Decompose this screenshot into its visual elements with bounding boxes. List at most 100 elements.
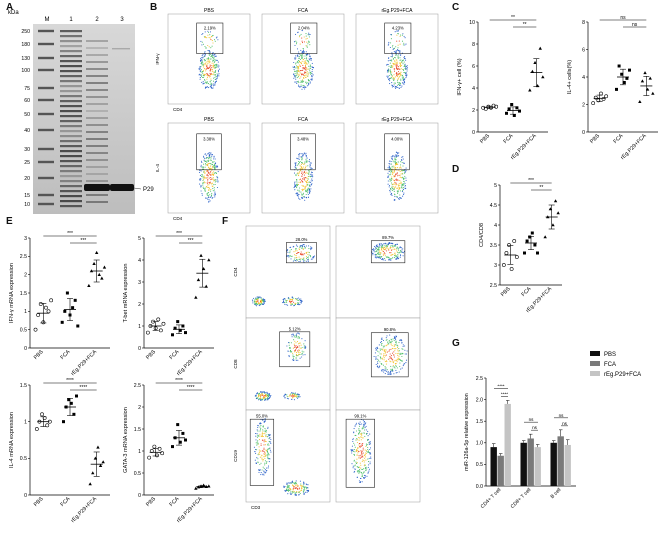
flow-event-dot [299, 182, 301, 184]
flow-event-dot [369, 463, 371, 465]
flow-event-dot [298, 345, 300, 347]
flow-event-dot [268, 448, 270, 450]
flow-event-dot [362, 437, 364, 439]
flow-event-dot [262, 435, 264, 438]
flow-event-dot [396, 154, 398, 156]
flow-event-dot [295, 494, 297, 496]
flow-event-dot [381, 369, 383, 371]
flow-event-dot [367, 450, 370, 452]
flow-event-dot [296, 303, 299, 306]
flow-event-dot [301, 81, 303, 83]
flow-event-dot [390, 370, 392, 372]
flow-event-dot [254, 451, 256, 453]
flow-event-dot [290, 342, 292, 344]
flow-event-dot [390, 59, 392, 61]
flow-event-dot [309, 255, 312, 257]
flow-event-dot [399, 190, 401, 192]
flow-event-dot [300, 80, 302, 82]
data-point [601, 97, 606, 101]
flow-event-dot [287, 493, 289, 495]
flow-event-dot [351, 445, 353, 447]
flow-event-dot [300, 347, 302, 350]
flow-event-dot [257, 393, 259, 395]
flow-event-dot [300, 57, 303, 59]
flow-event-dot [353, 450, 355, 453]
flow-event-dot [401, 185, 403, 187]
flow-event-dot [303, 84, 305, 87]
flow-event-dot [213, 54, 215, 56]
flow-event-dot [210, 157, 212, 159]
flow-event-dot [259, 435, 261, 437]
flow-event-dot [295, 258, 298, 260]
flow-event-dot [257, 440, 259, 442]
flow-event-dot [295, 167, 297, 169]
flow-event-dot [400, 339, 403, 341]
flow-event-dot [262, 429, 264, 431]
y-tick-label: 1.5 [134, 427, 141, 433]
flow-event-dot [353, 471, 355, 473]
flow-event-dot [284, 301, 286, 303]
flow-event-dot [389, 59, 391, 61]
lane1-band [60, 185, 82, 188]
flow-event-dot [209, 73, 211, 75]
flow-event-dot [309, 189, 311, 191]
flow-event-dot [289, 246, 291, 249]
lane1-band [60, 165, 82, 168]
flow-event-dot [298, 336, 300, 338]
flow-event-dot [404, 63, 406, 65]
flow-event-dot [295, 342, 297, 344]
flow-event-dot [382, 250, 384, 252]
flow-event-dot [387, 341, 389, 343]
flow-event-dot [390, 65, 392, 67]
flow-event-dot [403, 177, 405, 179]
flow-event-dot [206, 58, 208, 60]
flow-event-dot [371, 251, 373, 253]
data-point [651, 91, 655, 95]
flow-event-dot [391, 158, 393, 160]
flow-event-dot [214, 84, 216, 86]
flow-event-dot [198, 171, 201, 173]
flow-event-dot [217, 165, 219, 167]
legend-label: rEg.P29+FCA [604, 372, 641, 378]
flow-event-dot [356, 438, 358, 440]
flow-event-dot [303, 488, 305, 491]
flow-event-dot [392, 168, 394, 170]
flow-event-dot [305, 260, 307, 262]
flow-event-dot [298, 304, 300, 306]
gel-lane-label: M [45, 17, 50, 23]
flow-event-dot [356, 454, 358, 456]
flow-event-dot [216, 78, 218, 80]
significance-label: *** [188, 238, 194, 244]
flow-event-dot [391, 194, 393, 196]
flow-event-dot [401, 342, 403, 344]
flow-event-dot [404, 44, 406, 46]
x-tick-label: PBS [33, 496, 45, 508]
flow-event-dot [394, 175, 396, 177]
flow-event-dot [308, 32, 310, 34]
flow-event-dot [209, 172, 211, 174]
flow-event-dot [206, 161, 208, 163]
flow-event-dot [393, 183, 395, 185]
flow-event-dot [297, 67, 299, 69]
flow-event-dot [390, 246, 392, 249]
flow-event-dot [388, 174, 390, 176]
flow-event-dot [290, 493, 292, 496]
flow-event-dot [403, 71, 405, 74]
flow-event-dot [307, 43, 309, 45]
flow-event-dot [214, 183, 216, 186]
flow-event-dot [403, 61, 405, 63]
flow-event-dot [205, 82, 207, 84]
y-tick-label: 0.5 [20, 327, 27, 333]
flow-event-dot [210, 189, 212, 191]
flow-event-dot [261, 419, 264, 421]
flow-event-dot [396, 65, 398, 67]
flow-event-dot [203, 76, 205, 78]
flow-event-dot [302, 154, 304, 156]
flow-event-dot [304, 196, 306, 198]
lane1-band [60, 180, 82, 183]
flow-event-dot [394, 193, 396, 195]
flow-event-dot [367, 439, 370, 441]
data-point [184, 438, 187, 442]
flow-event-dot [393, 51, 395, 53]
flow-event-dot [264, 399, 266, 401]
